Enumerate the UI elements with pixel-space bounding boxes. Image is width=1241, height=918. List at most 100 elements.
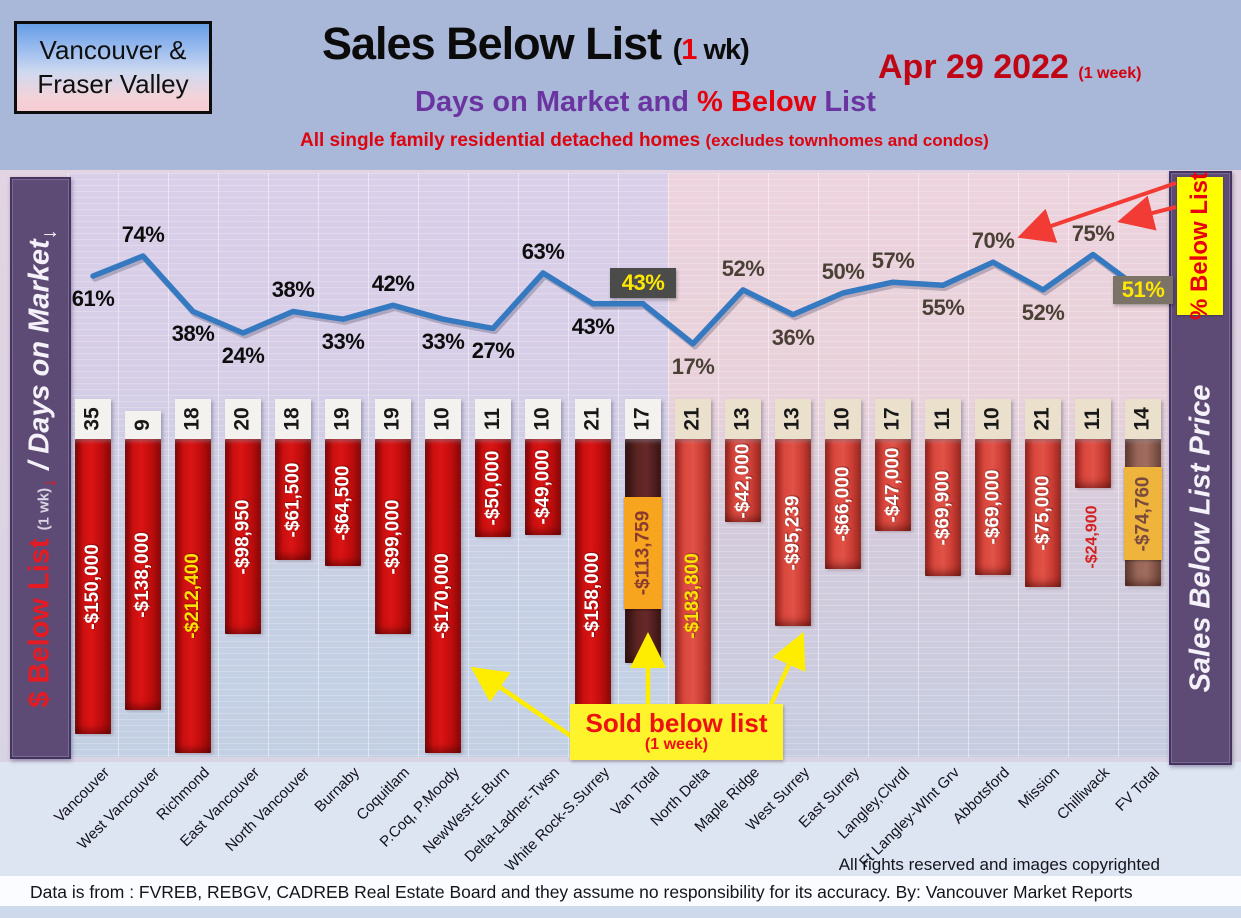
pct-label: 43% (571, 314, 615, 339)
pct-label: 63% (521, 239, 565, 264)
bottom-strip (0, 906, 1241, 918)
rights-note: All rights reserved and images copyright… (838, 855, 1160, 874)
sold-callout-line2: (1 week) (644, 736, 709, 754)
day-badge: 19 (375, 399, 411, 439)
pct-label: 27% (471, 338, 515, 363)
left-axis-dollar-label: $ Below List (24, 529, 56, 708)
bar: -$138,000 (125, 439, 161, 710)
fv-total-callout: -$74,760 (1124, 467, 1162, 560)
pct-label: 36% (771, 325, 815, 350)
bar: -$61,500 (275, 439, 311, 560)
pct-label: 38% (271, 277, 315, 302)
pct-label: 33% (321, 329, 365, 354)
line-series-shadow (92, 254, 1148, 350)
pct-below-list-badge-text: % Below List (1186, 171, 1213, 321)
bar: -$183,800 (675, 439, 711, 753)
category-note-paren: (excludes townhomes and condos) (705, 131, 989, 150)
pct-label: 17% (671, 354, 715, 379)
bar: -$49,000 (525, 439, 561, 535)
subtitle-part2: List (824, 86, 876, 118)
region-box: Vancouver & Fraser Valley (14, 21, 212, 114)
day-badge: 19 (325, 399, 361, 439)
pct-highlight-box: 51% (1113, 276, 1173, 304)
day-badge: 35 (75, 399, 111, 439)
day-badge: 18 (175, 399, 211, 439)
pct-label: 61% (71, 286, 115, 311)
gvr-background (68, 173, 668, 757)
right-axis-title: Sales Below List Price (1184, 384, 1217, 692)
pct-label: 52% (1021, 300, 1065, 325)
pct-highlight-box: 43% (610, 268, 676, 298)
pct-label: 38% (171, 321, 215, 346)
pct-label: 24% (221, 343, 265, 368)
sold-below-list-callout: Sold below list (1 week) (570, 704, 783, 760)
day-badge: 11 (475, 399, 511, 439)
bar: -$74,760 (1124, 439, 1162, 586)
bar: -$75,000 (1025, 439, 1061, 587)
pct-label: 70% (971, 228, 1015, 253)
bar: -$170,000 (425, 439, 461, 753)
day-badge: 21 (1025, 399, 1061, 439)
bar: -$66,000 (825, 439, 861, 569)
title-paren-rest: wk) (696, 34, 749, 66)
day-badge: 11 (925, 399, 961, 439)
region-line2: Fraser Valley (37, 68, 189, 99)
yellow-arrow (470, 666, 586, 747)
line-series (90, 251, 1146, 347)
title-red-one: 1 (681, 34, 697, 66)
day-badge: 18 (275, 399, 311, 439)
pct-below-list-badge: % Below List (1177, 172, 1223, 320)
date-suffix: (1 week) (1078, 65, 1142, 82)
category-note: All single family residential detached h… (300, 130, 989, 152)
day-badge: 14 (1125, 399, 1161, 439)
right-axis-sidebar: % Below List Sales Below List Price (1169, 171, 1232, 765)
bar: -$150,000 (75, 439, 111, 734)
footer-strip (0, 876, 1241, 906)
bar: -$113,759 (624, 439, 662, 663)
bars-layer: -$150,000 -$138,000 -$212,400 -$98,950 -$61,… (68, 173, 1168, 757)
day-badge: 20 (225, 399, 261, 439)
bar: -$64,500 (325, 439, 361, 566)
pct-label: 33% (421, 329, 465, 354)
red-arrow (1017, 181, 1177, 243)
date-text: Apr 29 2022 (878, 48, 1079, 86)
page-title: Sales Below List (1 wk) (322, 18, 750, 70)
report-date: Apr 29 2022 (1 week) (878, 48, 1142, 87)
red-arrow (1117, 195, 1177, 231)
bar: -$69,000 (975, 439, 1011, 575)
region-line1: Vancouver & (39, 34, 187, 65)
bar: -$50,000 (475, 439, 511, 537)
left-axis-week-note: (1 wk) (36, 487, 53, 530)
bar: -$212,400 (175, 439, 211, 753)
pct-labels-layer: 61% 74% 38% 24% 38% 33% 42% 33% 27% 63% 43% 43% 17% 5… (68, 173, 1173, 757)
day-badge: 13 (725, 399, 761, 439)
days-layer: 35 9 18 20 18 19 19 10 11 10 21 17 21 13 13 10 17 11 10 21 1… (68, 173, 1168, 757)
day-badge: 21 (675, 399, 711, 439)
left-axis-sidebar: $ Below List (1 wk)↓ / Days on Market↓ (10, 177, 71, 759)
bar: -$99,000 (375, 439, 411, 634)
pct-label: 50% (821, 259, 865, 284)
title-week-note: (1 wk) (672, 34, 750, 66)
category-note-main: All single family residential detached h… (300, 130, 706, 151)
day-badge: 9 (125, 411, 161, 439)
title-text: Sales Below List (322, 18, 673, 69)
day-badge: 10 (825, 399, 861, 439)
pct-label: 57% (871, 248, 915, 273)
day-badge: 17 (625, 399, 661, 439)
subtitle-red: % Below (697, 86, 825, 118)
pct-label: 74% (121, 222, 165, 247)
day-badge: 17 (875, 399, 911, 439)
bar: -$42,000 (725, 439, 761, 522)
pct-label: 52% (721, 256, 765, 281)
day-badge: 11 (1075, 399, 1111, 439)
left-axis-title: $ Below List (1 wk)↓ / Days on Market↓ (24, 229, 61, 708)
bar: -$98,950 (225, 439, 261, 634)
day-badge: 10 (425, 399, 461, 439)
bar: -$47,000 (875, 439, 911, 531)
day-badge: 10 (525, 399, 561, 439)
day-badge: 13 (775, 399, 811, 439)
day-badge: 10 (975, 399, 1011, 439)
title-paren: ( (672, 34, 683, 66)
bar: -$158,000 (575, 439, 611, 750)
pct-label: 55% (921, 295, 965, 320)
